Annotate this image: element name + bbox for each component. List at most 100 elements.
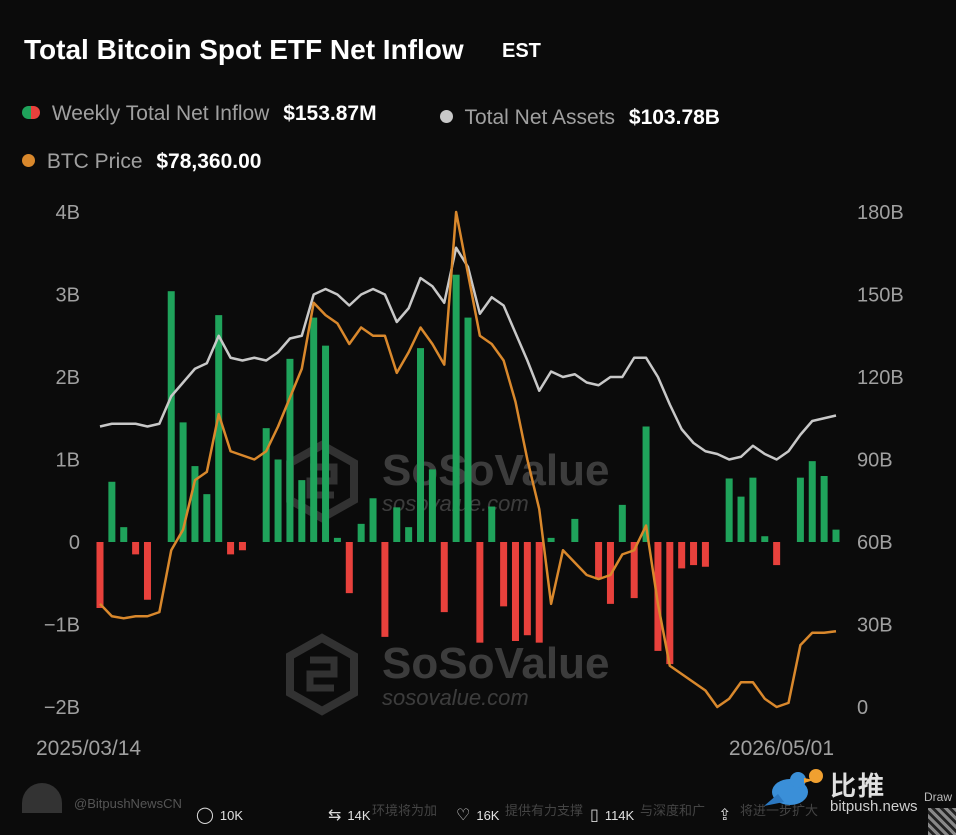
inflow-bar[interactable]: [191, 466, 199, 542]
inflow-bar[interactable]: [547, 537, 555, 542]
legend-price-value: $78,360.00: [156, 150, 262, 173]
inflow-bar[interactable]: [701, 542, 709, 567]
inflow-bar[interactable]: [286, 358, 294, 542]
x-axis-tick: 2025/03/14: [36, 737, 141, 760]
inflow-bar[interactable]: [393, 507, 401, 542]
inflow-bar[interactable]: [488, 506, 496, 542]
inflow-bar[interactable]: [690, 542, 698, 566]
inflow-bar[interactable]: [405, 527, 413, 542]
right-axis-tick: 90B: [857, 450, 893, 472]
inflow-bar[interactable]: [132, 542, 140, 555]
right-axis-tick: 30B: [857, 615, 893, 637]
inflow-bar[interactable]: [511, 542, 519, 641]
avatar[interactable]: [22, 783, 62, 813]
right-axis-tick: 0: [857, 697, 868, 719]
reply-icon: ◯: [196, 807, 214, 824]
left-axis-tick: 3B: [56, 285, 80, 307]
repost-button[interactable]: ⇆ 14K: [328, 805, 371, 825]
bitpush-bird-icon: [764, 769, 823, 806]
inflow-bar[interactable]: [322, 345, 330, 542]
views-button[interactable]: ▯ 114K: [590, 805, 634, 825]
inflow-bar[interactable]: [452, 274, 460, 542]
brand-name: 比推: [830, 771, 887, 801]
left-axis-tick: 2B: [56, 367, 80, 389]
timezone-label[interactable]: EST: [502, 40, 541, 62]
inflow-bar[interactable]: [238, 542, 246, 551]
repost-count: 14K: [347, 808, 371, 823]
inflow-bar[interactable]: [642, 426, 650, 543]
legend-weekly-label: Weekly Total Net Inflow: [51, 102, 270, 125]
inflow-bar[interactable]: [761, 536, 769, 542]
overlay-text: 环境将为加: [372, 803, 438, 818]
watermark-brand: SoSoValue: [382, 446, 609, 495]
inflow-bar[interactable]: [108, 481, 116, 542]
inflow-bar[interactable]: [333, 537, 341, 542]
draw-label[interactable]: Draw: [924, 790, 953, 804]
inflow-bar[interactable]: [464, 317, 472, 542]
left-axis-tick: −2B: [44, 697, 80, 719]
legend-assets-value: $103.78B: [628, 106, 720, 129]
inflow-bar[interactable]: [749, 477, 757, 542]
watermark-logo-icon: [286, 633, 358, 716]
share-button[interactable]: ⇪: [718, 805, 737, 825]
like-button[interactable]: ♡ 16K: [456, 805, 499, 825]
inflow-bar[interactable]: [523, 542, 531, 636]
inflow-bar[interactable]: [120, 527, 128, 542]
right-axis-tick: 60B: [857, 532, 893, 554]
inflow-bar[interactable]: [725, 478, 733, 542]
inflow-bar[interactable]: [215, 315, 223, 542]
btc-price-line[interactable]: [99, 210, 837, 709]
inflow-bar[interactable]: [666, 542, 674, 665]
inflow-bar[interactable]: [428, 469, 436, 542]
inflow-bar[interactable]: [796, 477, 804, 542]
inflow-bar[interactable]: [167, 291, 175, 542]
inflow-bar[interactable]: [630, 542, 638, 599]
assets-legend-icon: [440, 109, 453, 123]
repost-icon: ⇆: [328, 807, 342, 824]
inflow-bar[interactable]: [274, 459, 282, 543]
legend-net-assets[interactable]: Total Net Assets $103.78B: [440, 106, 720, 130]
inflow-bar[interactable]: [203, 494, 211, 542]
inflow-bar[interactable]: [357, 523, 365, 542]
overlay-text: 将进一步扩大: [740, 803, 819, 818]
right-axis-tick: 120B: [857, 367, 904, 389]
inflow-bar[interactable]: [143, 542, 151, 600]
inflow-bar[interactable]: [535, 542, 543, 643]
inflow-bar[interactable]: [440, 542, 448, 613]
inflow-bar[interactable]: [832, 529, 840, 542]
inflow-legend-icon: [22, 105, 40, 119]
inflow-bar[interactable]: [179, 422, 187, 542]
inflow-bar[interactable]: [417, 348, 425, 542]
inflow-bar[interactable]: [227, 542, 235, 555]
inflow-bar[interactable]: [571, 518, 579, 542]
watermark-layer: SoSoValue sosovalue.com SoSoValue sosova…: [286, 440, 609, 716]
inflow-bar[interactable]: [678, 542, 686, 569]
inflow-bar[interactable]: [369, 498, 377, 542]
inflow-bar[interactable]: [820, 476, 828, 542]
inflow-bar[interactable]: [381, 542, 389, 637]
inflow-bar[interactable]: [808, 461, 816, 542]
reply-button[interactable]: ◯ 10K: [196, 805, 243, 825]
left-axis-tick: 4B: [56, 202, 80, 224]
inflow-bar[interactable]: [262, 428, 270, 542]
inflow-bar[interactable]: [618, 504, 626, 542]
author-handle[interactable]: @BitpushNewsCN: [74, 796, 182, 811]
inflow-bar[interactable]: [476, 542, 484, 643]
heart-icon: ♡: [456, 807, 471, 824]
inflow-bar[interactable]: [345, 542, 353, 594]
etf-flow-chart[interactable]: SoSoValue sosovalue.com SoSoValue sosova…: [0, 195, 956, 765]
legend-weekly-inflow[interactable]: Weekly Total Net Inflow $153.87M: [22, 102, 377, 126]
inflow-bar[interactable]: [500, 542, 508, 607]
inflow-bar[interactable]: [595, 542, 603, 580]
bar-chart-icon: ▯: [590, 807, 599, 824]
watermark-url: sosovalue.com: [382, 685, 529, 710]
legend-btc-price[interactable]: BTC Price $78,360.00: [22, 150, 261, 174]
inflow-bar[interactable]: [96, 542, 104, 608]
inflow-bar[interactable]: [298, 480, 306, 542]
inflow-bar[interactable]: [310, 317, 318, 542]
legend-weekly-value: $153.87M: [283, 102, 377, 125]
inflow-bar[interactable]: [737, 496, 745, 542]
inflow-bar[interactable]: [773, 542, 781, 566]
legend-price-label: BTC Price: [46, 150, 143, 173]
net-assets-line[interactable]: [99, 246, 837, 461]
